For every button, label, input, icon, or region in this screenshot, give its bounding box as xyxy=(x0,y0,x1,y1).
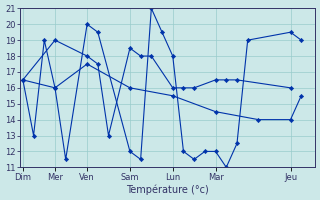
X-axis label: Température (°c): Température (°c) xyxy=(126,185,209,195)
